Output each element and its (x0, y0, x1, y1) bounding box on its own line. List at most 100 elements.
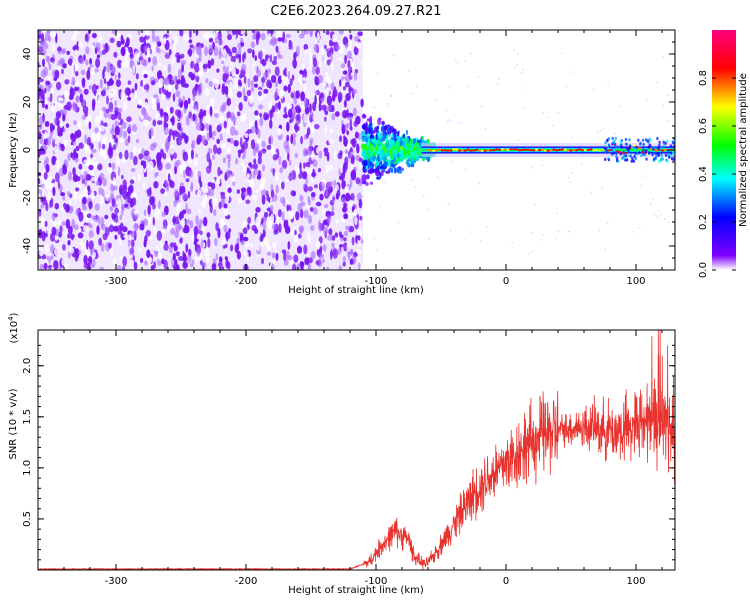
noise-blob (224, 256, 228, 261)
noise-blob (121, 174, 124, 180)
faint-point (434, 98, 437, 101)
noise-blob (292, 263, 297, 270)
noise-blob (122, 226, 128, 233)
noise-blob (104, 226, 110, 237)
noise-blob (54, 202, 60, 210)
noise-blob (95, 58, 101, 68)
faint-point (517, 139, 519, 141)
faint-point (422, 194, 425, 197)
noise-blob (307, 214, 313, 224)
noise-blob (347, 212, 353, 219)
signal-broaden (672, 155, 675, 159)
signal-broaden (613, 140, 616, 144)
noise-blob (43, 145, 48, 151)
noise-blob (238, 81, 243, 87)
noise-blob (327, 234, 333, 241)
noise-blob (315, 43, 319, 53)
noise-blob (324, 152, 328, 157)
noise-blob (54, 69, 60, 79)
noise-blob (54, 235, 59, 241)
noise-blob (280, 196, 286, 204)
noise-blob (40, 216, 45, 227)
noise-blob (54, 246, 60, 257)
noise-blob (100, 243, 105, 252)
noise-blob (223, 224, 228, 233)
noise-blob (63, 128, 66, 133)
noise-blob (336, 189, 341, 198)
noise-blob (354, 204, 357, 209)
transition-blob (396, 157, 400, 162)
noise-blob (314, 184, 318, 189)
noise-blob (341, 218, 346, 223)
noise-blob (212, 154, 215, 160)
noise-blob (74, 224, 79, 231)
noise-blob (102, 178, 107, 187)
noise-blob (181, 217, 186, 228)
faint-point (511, 241, 514, 244)
noise-blob (144, 172, 147, 178)
noise-blob (312, 65, 316, 75)
signal-broaden (654, 151, 657, 156)
transition-blob (374, 160, 380, 166)
noise-blob (299, 194, 304, 202)
noise-blob (304, 257, 310, 266)
noise-blob (337, 91, 343, 103)
noise-blob (308, 257, 313, 264)
noise-blob (288, 39, 293, 50)
noise-blob (355, 41, 362, 49)
noise-blob (198, 61, 203, 70)
noise-blob (75, 187, 80, 192)
noise-blob (76, 129, 82, 138)
noise-blob (178, 97, 182, 104)
signal-peak (449, 149, 453, 152)
noise-blob (302, 76, 306, 82)
noise-blob (140, 43, 146, 54)
faint-point (667, 94, 670, 97)
noise-blob (340, 165, 344, 174)
noise-blob (310, 124, 315, 134)
noise-blob (287, 255, 293, 261)
noise-blob (242, 227, 248, 235)
noise-blob (83, 88, 89, 95)
noise-blob (232, 30, 237, 36)
transition-blob (372, 143, 377, 148)
noise-blob (167, 63, 172, 74)
signal-peak (601, 148, 604, 151)
noise-blob (236, 237, 240, 245)
noise-blob (254, 110, 259, 116)
noise-blob (252, 49, 255, 59)
noise-blob (215, 222, 219, 232)
noise-blob (107, 167, 113, 174)
noise-blob (129, 151, 134, 160)
noise-blob (351, 236, 355, 246)
noise-blob (311, 172, 316, 177)
faint-point (571, 172, 573, 174)
transition-blob (383, 161, 389, 167)
noise-blob (295, 90, 300, 99)
noise-blob (45, 163, 50, 173)
noise-blob (145, 230, 151, 237)
transition-blob (389, 155, 395, 160)
signal-broaden (626, 158, 629, 162)
noise-blob (85, 46, 90, 55)
noise-blob (82, 196, 87, 205)
noise-blob (157, 41, 162, 47)
noise-blob (227, 187, 232, 193)
noise-blob (96, 54, 101, 59)
faint-point (569, 181, 571, 184)
noise-blob (257, 170, 261, 179)
noise-blob (231, 116, 237, 123)
noise-blob (224, 85, 229, 96)
noise-blob (102, 136, 108, 147)
noise-blob (113, 218, 120, 223)
noise-blob (51, 212, 56, 222)
transition-blob (372, 130, 376, 134)
noise-blob (162, 225, 168, 230)
noise-blob (346, 130, 350, 136)
noise-blob (158, 200, 161, 210)
noise-blob (190, 185, 194, 192)
noise-blob (131, 239, 135, 248)
y-tick-label: -20 (22, 190, 33, 206)
noise-blob (128, 184, 134, 194)
noise-blob (296, 263, 301, 270)
